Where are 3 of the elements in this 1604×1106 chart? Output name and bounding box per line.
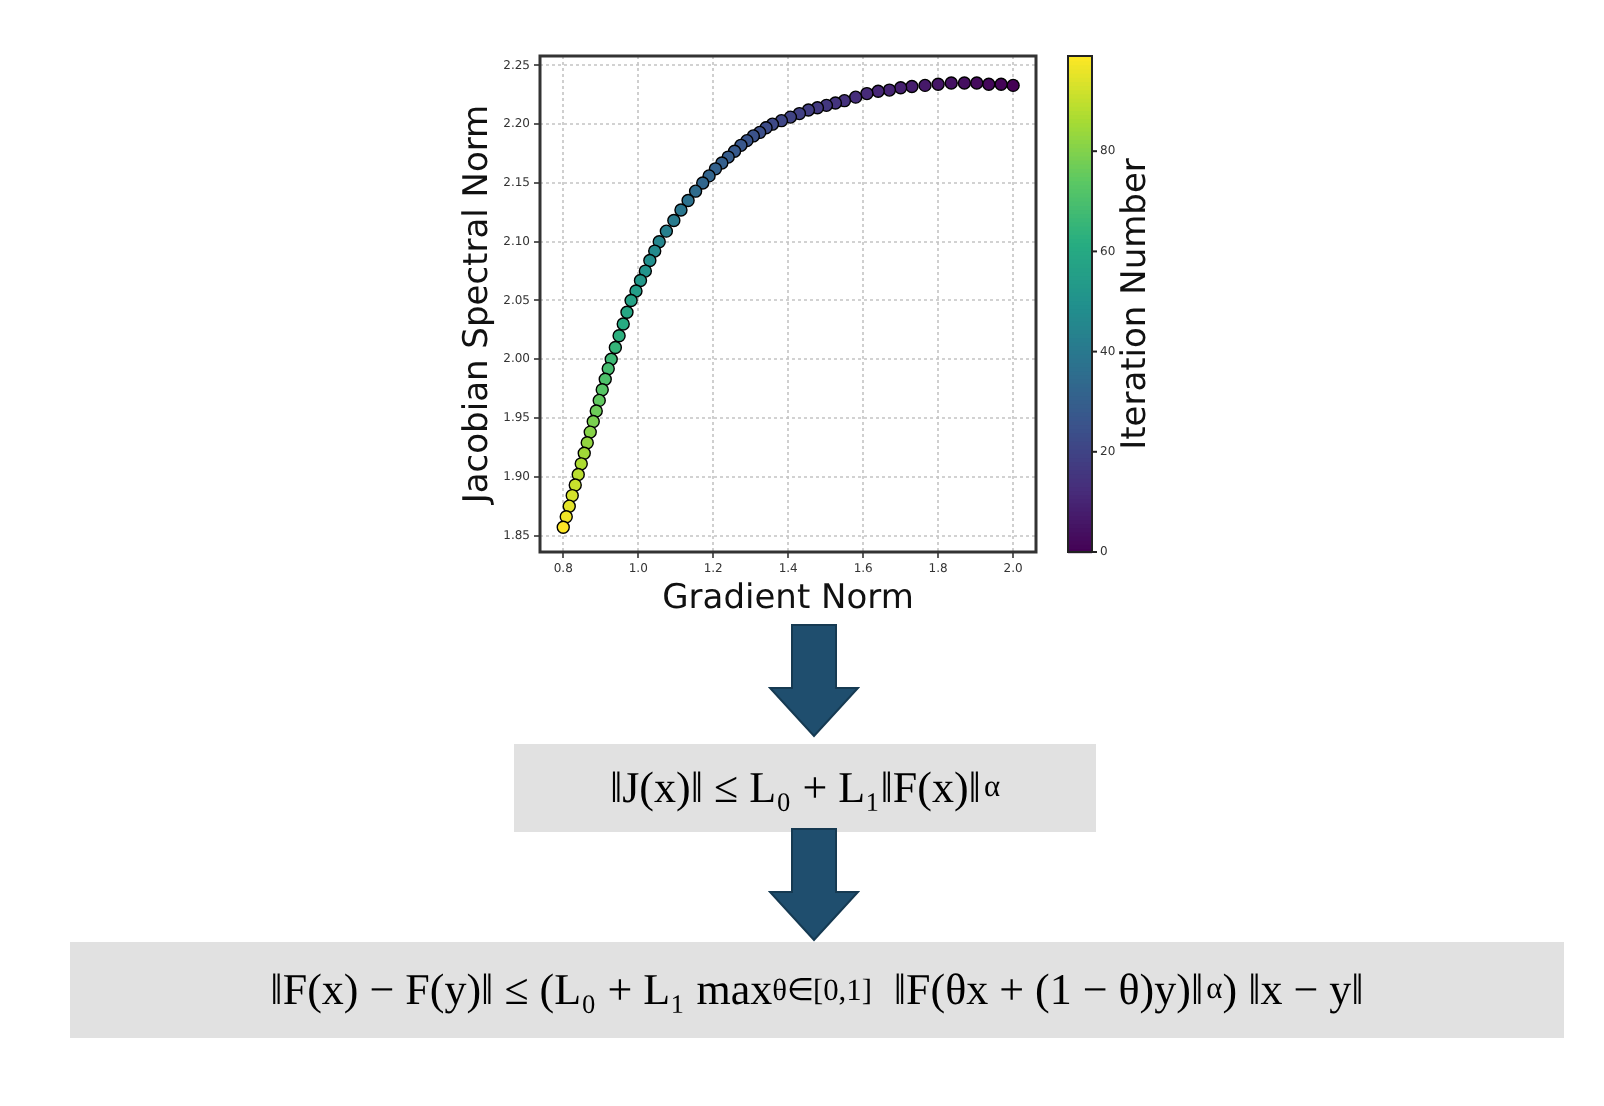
x-axis-title: Gradient Norm xyxy=(662,578,914,619)
y-axis-title: Jacobian Spectral Norm xyxy=(457,104,498,506)
color-bar-title: Iteration Number xyxy=(1114,158,1155,450)
